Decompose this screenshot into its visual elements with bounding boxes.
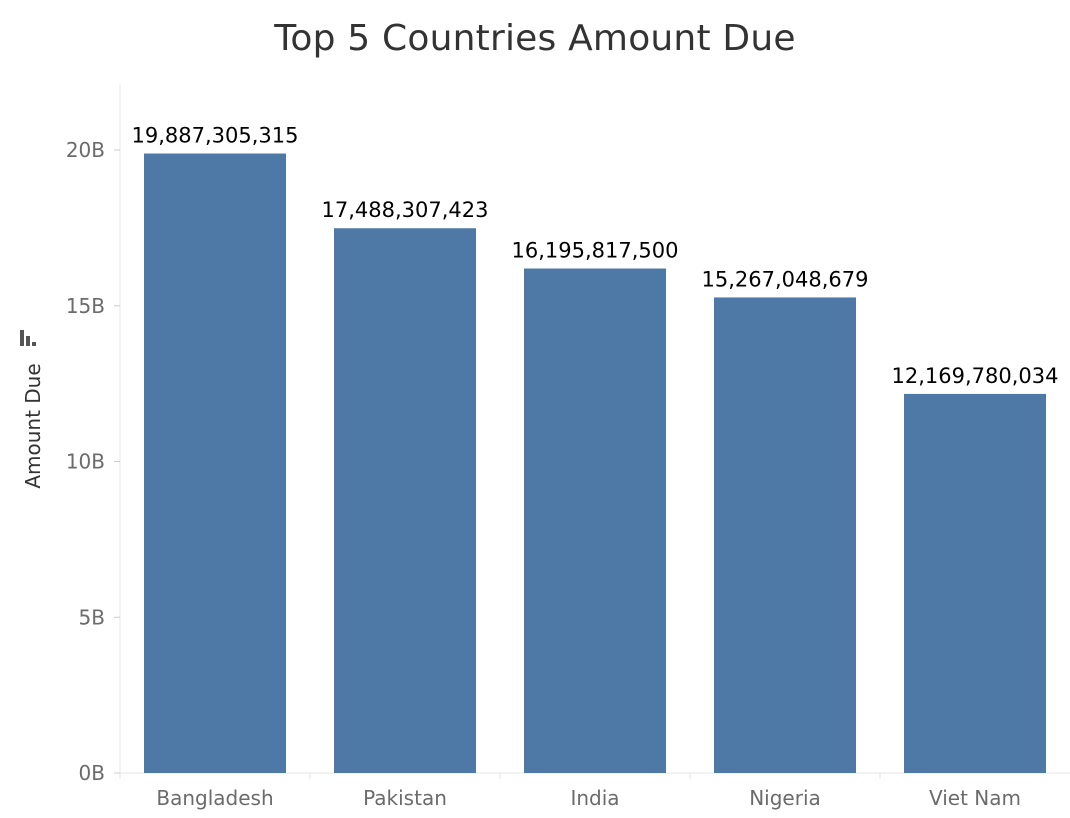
bar-viet-nam[interactable] [904,393,1046,773]
data-labels: 19,887,305,315 17,488,307,423 16,195,817,5… [132,124,1059,388]
data-label: 15,267,048,679 [702,267,869,291]
y-tick-label: 10B [66,450,105,474]
x-tick-label: Bangladesh [156,786,273,810]
x-tick-label: Viet Nam [929,786,1021,810]
y-tick-label: 20B [66,138,105,162]
x-tick-label: India [570,786,619,810]
bar-pakistan[interactable] [334,228,476,773]
data-label: 12,169,780,034 [892,364,1059,388]
x-tick-label: Pakistan [363,786,447,810]
sort-descending-icon[interactable] [20,330,36,346]
chart-title: Top 5 Countries Amount Due [274,18,796,59]
y-axis-ticks: 0B 5B 10B 15B 20B [66,138,120,785]
bar-nigeria[interactable] [714,297,856,773]
data-label: 16,195,817,500 [512,239,679,263]
data-label: 17,488,307,423 [322,198,489,222]
y-axis-title-group: Amount Due [20,330,45,489]
data-label: 19,887,305,315 [132,124,299,148]
y-axis-title: Amount Due [21,363,45,488]
y-tick-label: 15B [66,294,105,318]
bars [144,153,1046,773]
x-axis-ticks: Bangladesh Pakistan India Nigeria Viet Nam [119,773,1021,810]
y-tick-label: 5B [79,605,105,629]
bar-bangladesh[interactable] [144,153,286,773]
y-tick-label: 0B [79,761,105,785]
x-tick-label: Nigeria [749,786,821,810]
bar-india[interactable] [524,268,666,773]
